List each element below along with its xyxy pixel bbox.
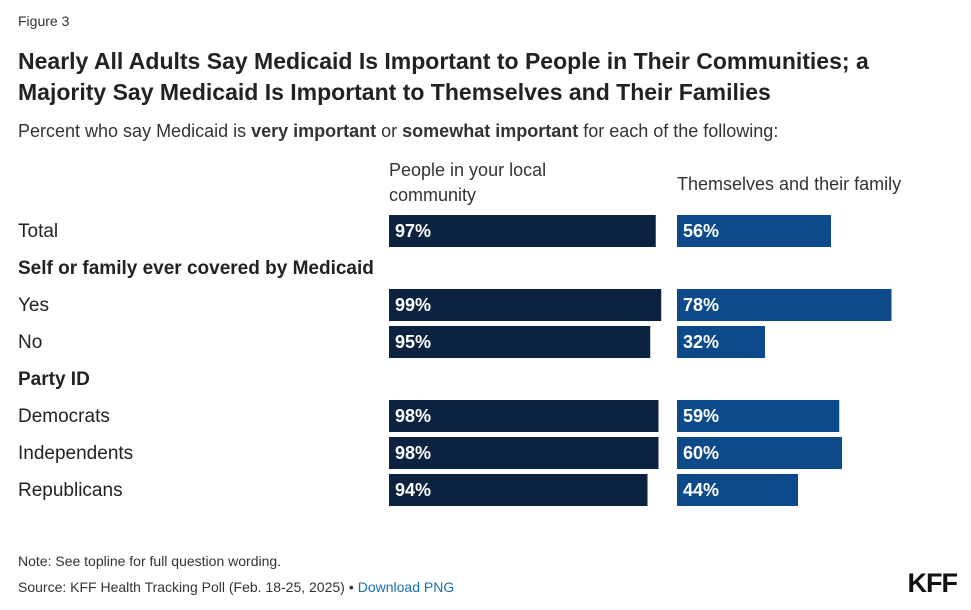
bar-value-label: 99% [395,295,431,315]
source-line: Source: KFF Health Tracking Poll (Feb. 1… [18,579,454,595]
subtitle-suffix: for each of the following: [578,121,779,141]
row-label: No [18,332,42,353]
bar [389,326,651,358]
bar-value-label: 44% [683,480,719,500]
bar-value-label: 97% [395,221,431,241]
bar [389,474,648,506]
row-label: Republicans [18,480,123,501]
bar [677,215,831,247]
group-label: Party ID [18,369,90,390]
bar-value-label: 94% [395,480,431,500]
bar [677,400,840,432]
bar [677,289,892,321]
source-text: Source: KFF Health Tracking Poll (Feb. 1… [18,579,345,595]
bar [389,215,656,247]
bar [389,437,659,469]
row-label: Total [18,221,58,242]
chart-title: Nearly All Adults Say Medicaid Is Import… [18,48,869,105]
row-label: Independents [18,443,133,464]
subtitle-bold-somewhat: somewhat important [402,121,579,141]
bar-value-label: 32% [683,332,719,352]
subtitle-prefix: Percent who say Medicaid is [18,121,252,141]
bar [389,289,662,321]
bar [677,326,765,358]
bar [389,400,659,432]
subtitle-middle: or [376,121,403,141]
bar-chart: Total 97% 56% Self or family ever covered b… [18,215,892,506]
bar-value-label: 95% [395,332,431,352]
download-png-link[interactable]: Download PNG [357,579,455,595]
bar-value-label: 59% [683,406,719,426]
column-header-community: People in your local community [389,160,547,205]
bar-value-label: 78% [683,295,719,315]
footnote: Note: See topline for full question word… [18,553,282,569]
kff-logo: KFF [907,568,958,598]
bar [677,474,798,506]
subtitle-bold-very: very important [251,121,377,141]
figure-label: Figure 3 [18,13,70,29]
bar-value-label: 60% [683,443,719,463]
row-label: Democrats [18,406,110,427]
bar-value-label: 98% [395,443,431,463]
column-header-family: Themselves and their family [677,174,902,194]
bar [677,437,842,469]
bar-value-label: 98% [395,406,431,426]
row-label: Yes [18,295,49,316]
group-label: Self or family ever covered by Medicaid [18,258,374,279]
source-separator: • [348,579,354,595]
chart-subtitle: Percent who say Medicaid is very importa… [18,121,778,142]
bar-value-label: 56% [683,221,719,241]
